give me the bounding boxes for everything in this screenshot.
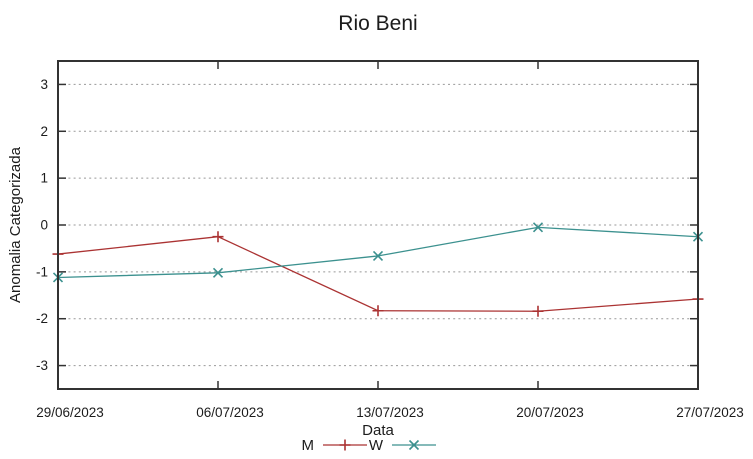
data-point-W-1 (212, 267, 224, 278)
plot-border-rect (57, 60, 699, 390)
tick-labels: -3 -2 -1 0 1 2 3 29/06/2023 06/07/2023 13/07/2023… (36, 77, 744, 420)
data-point-W-3 (532, 222, 544, 233)
legend-label-M: M (302, 437, 315, 454)
y-tick-label-1: 1 (40, 171, 48, 186)
y-tick-label--3: -3 (36, 358, 48, 373)
legend-marker-W (408, 439, 420, 451)
gridlines (58, 83, 698, 367)
y-tick-label--1: -1 (36, 264, 48, 279)
y-tick-label--2: -2 (36, 311, 48, 326)
axis-ticks (57, 61, 699, 389)
data-point-M-2 (372, 305, 384, 317)
x-tick-label-4: 27/07/2023 (676, 405, 744, 420)
x-axis-label: Data (362, 422, 394, 439)
legend-marker-M (339, 439, 351, 451)
y-tick-label-2: 2 (40, 124, 48, 139)
x-tick-label-2: 13/07/2023 (356, 405, 424, 420)
series-line-W (57, 226, 699, 279)
chart-title: Rio Beni (338, 12, 417, 35)
data-point-M-3 (532, 305, 544, 317)
y-tick-label-0: 0 (40, 218, 48, 233)
y-axis-label: Anomalia Categorizada (7, 146, 24, 303)
x-tick-label-0: 29/06/2023 (36, 405, 104, 420)
data-point-M-1 (212, 231, 224, 243)
plot-border (57, 60, 699, 390)
legend-label-W: W (369, 437, 384, 454)
series-lines (52, 222, 704, 317)
y-tick-label-3: 3 (40, 77, 48, 92)
x-tick-label-1: 06/07/2023 (196, 405, 264, 420)
data-point-W-2 (372, 250, 384, 261)
series-line-M (57, 236, 699, 312)
x-tick-label-3: 20/07/2023 (516, 405, 584, 420)
